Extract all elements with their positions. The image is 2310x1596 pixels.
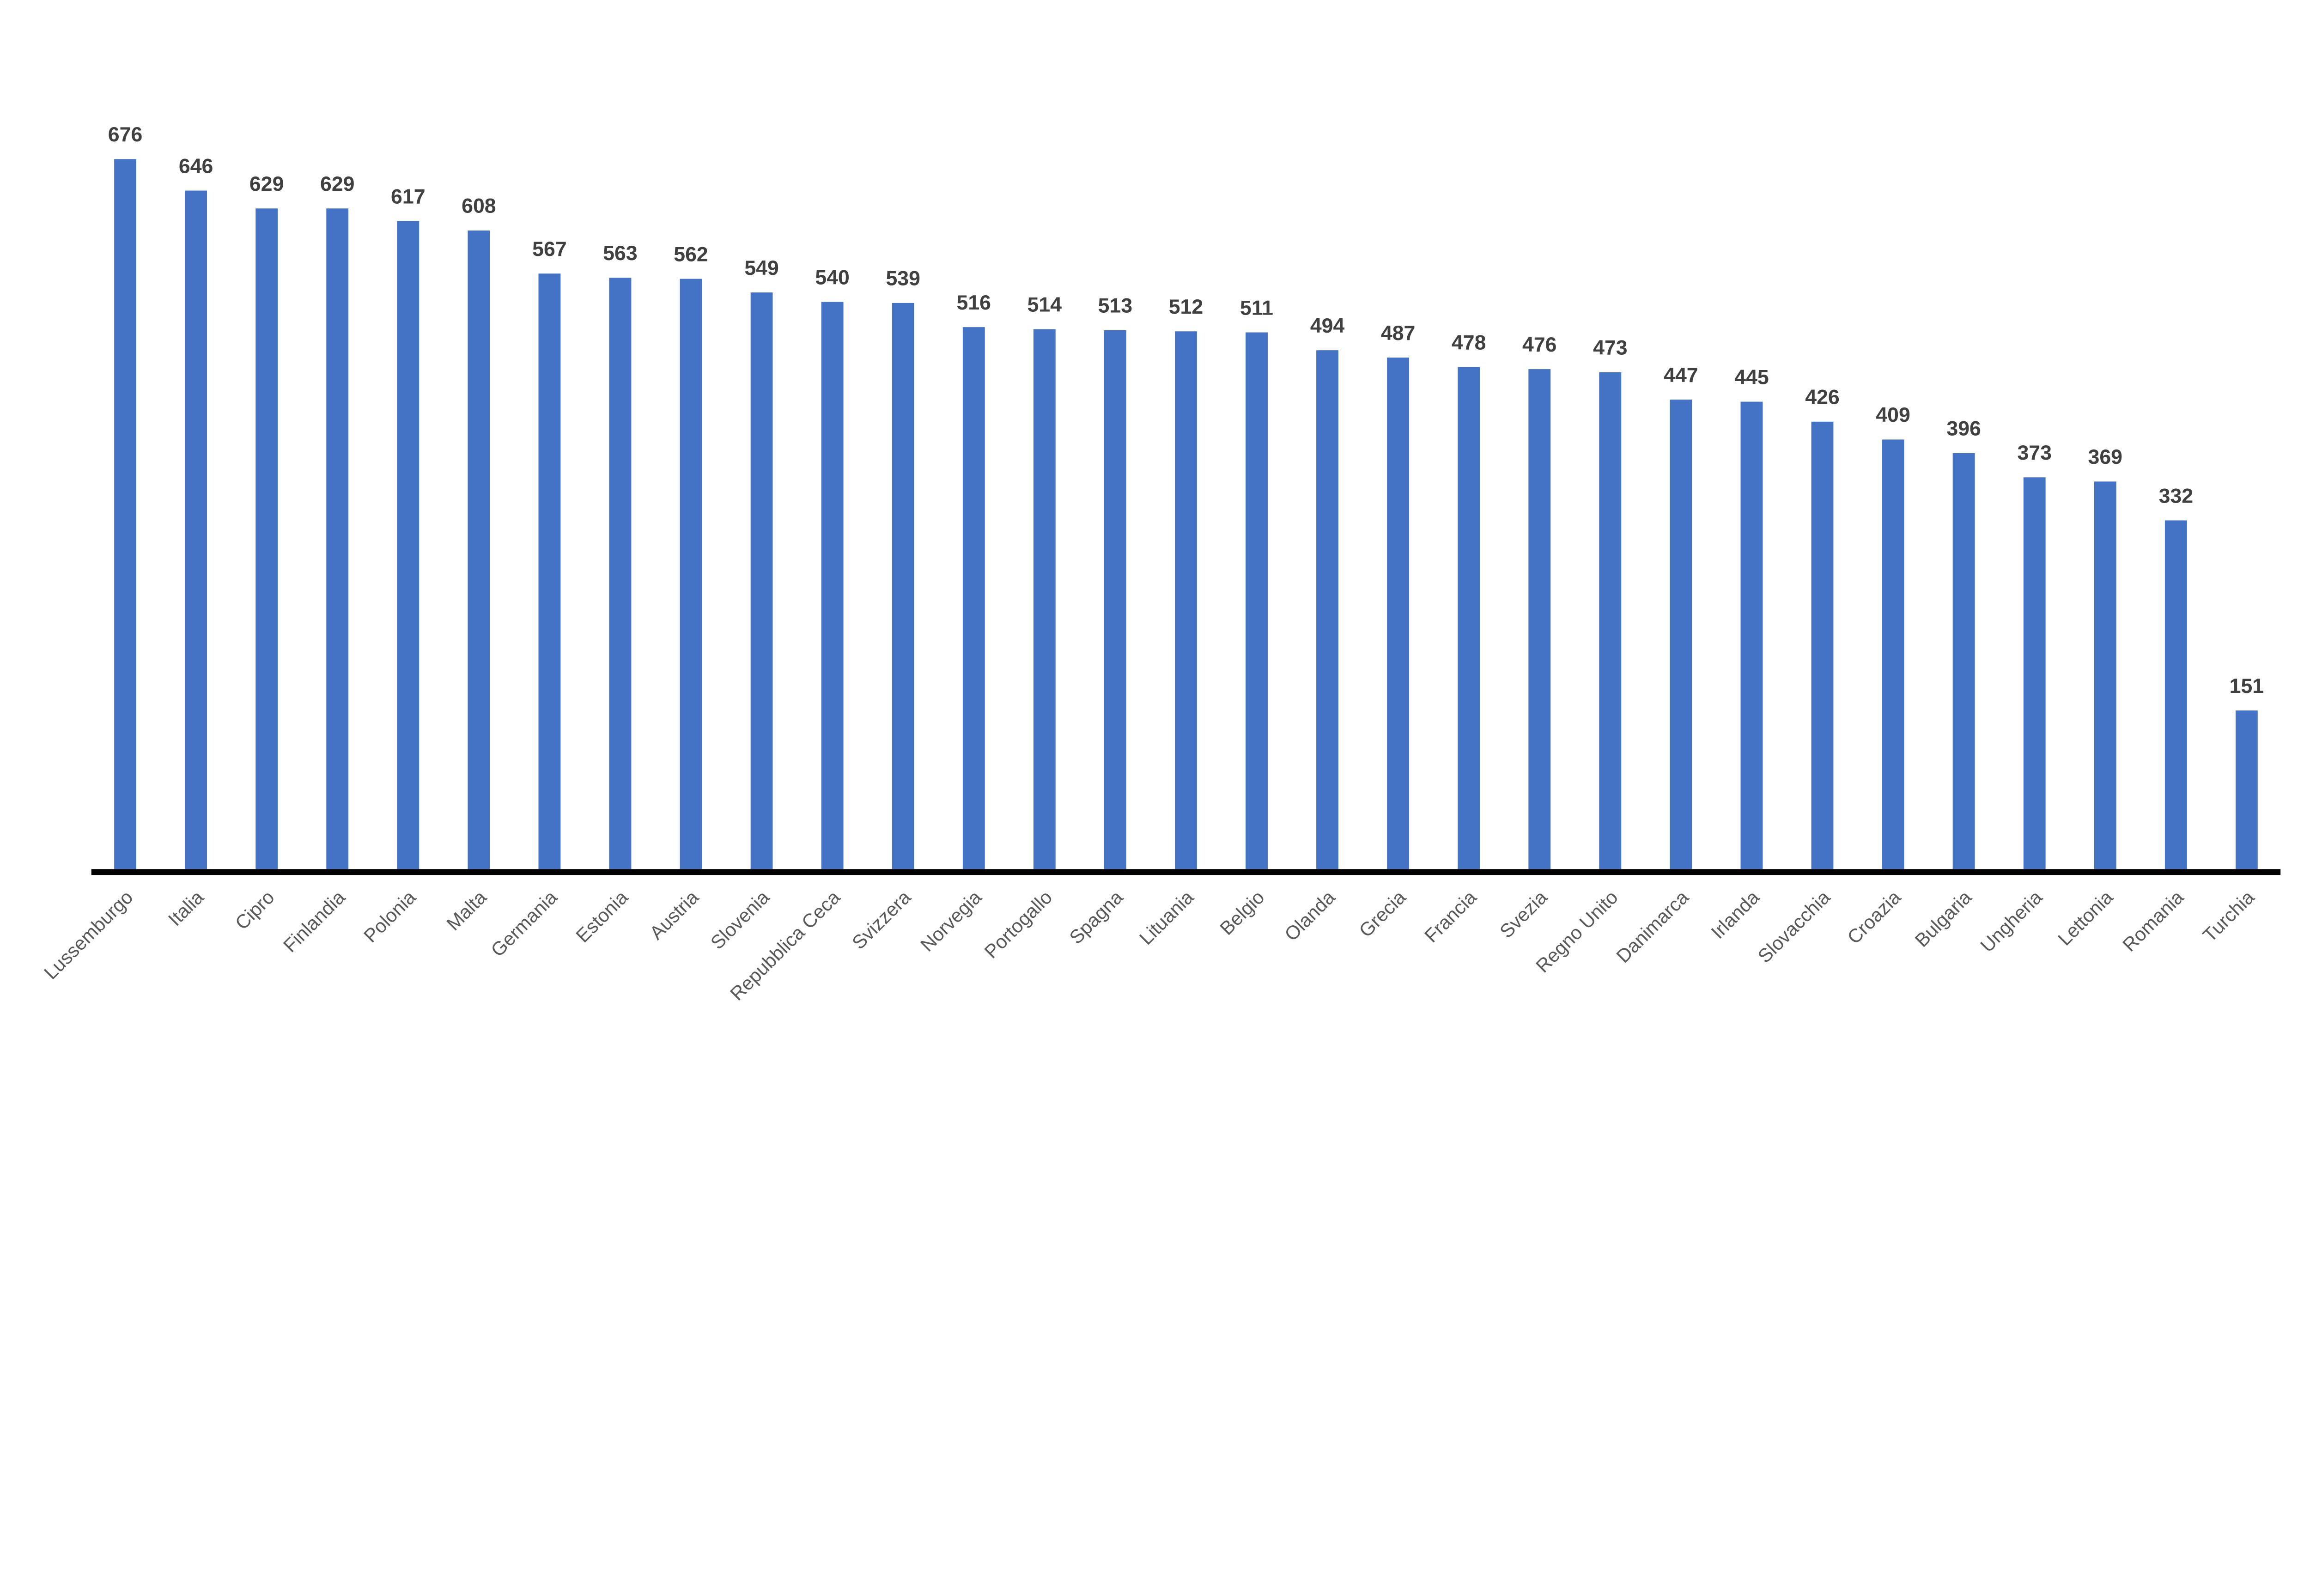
category-label: Austria (645, 886, 703, 944)
data-label: 512 (1169, 296, 1203, 318)
bar (1811, 421, 1834, 869)
data-label: 426 (1805, 386, 1839, 409)
category-label: Polonia (359, 886, 420, 947)
category-label: Slovacchia (1753, 886, 1835, 967)
data-label: 629 (320, 173, 354, 195)
bar (114, 159, 136, 869)
bar (1316, 350, 1339, 869)
bar (255, 208, 278, 869)
category-label: Svezia (1495, 886, 1552, 942)
data-label: 373 (2017, 442, 2051, 464)
data-label: 511 (1240, 297, 1273, 319)
data-label: 617 (391, 185, 425, 208)
data-label: 549 (744, 257, 778, 279)
data-label: 332 (2159, 485, 2193, 507)
bar (680, 279, 702, 869)
category-label: Ungheria (1976, 886, 2047, 957)
data-label: 494 (1310, 315, 1345, 337)
category-label: Estonia (571, 886, 632, 947)
data-label: 151 (2230, 675, 2264, 698)
category-label: Italia (164, 886, 208, 930)
bar (1246, 332, 1268, 869)
data-label: 445 (1734, 366, 1769, 388)
data-label: 476 (1522, 334, 1556, 356)
data-label: 540 (815, 266, 849, 289)
bar (1952, 453, 1975, 869)
category-label: Lussemburgo (40, 886, 137, 983)
bar (1104, 330, 1126, 869)
bar (2094, 481, 2116, 869)
category-label: Danimarca (1612, 886, 1693, 967)
bar (1033, 329, 1056, 869)
data-label: 396 (1946, 418, 1981, 440)
bar-chart: 676 646 629 629 617 608 567 563 562 549 540 539 516 5… (40, 123, 2281, 1005)
category-label: Norvegia (916, 886, 986, 956)
bars (114, 159, 2258, 869)
bar (2235, 710, 2258, 869)
bar (1528, 369, 1551, 869)
category-label: Belgio (1216, 886, 1269, 939)
data-label: 473 (1593, 337, 1627, 359)
bar (609, 278, 632, 869)
bar (538, 273, 561, 869)
data-label: 567 (532, 238, 566, 261)
category-label: Grecia (1355, 886, 1410, 941)
bar (1740, 401, 1763, 869)
data-label: 608 (462, 195, 496, 218)
data-labels: 676 646 629 629 617 608 567 563 562 549 540 539 516 5… (108, 123, 2264, 698)
data-label: 539 (886, 267, 920, 290)
data-label: 563 (603, 242, 637, 265)
data-label: 478 (1452, 331, 1486, 354)
category-label: Olanda (1280, 886, 1339, 945)
data-label: 562 (674, 243, 708, 266)
bar (2023, 477, 2046, 869)
bar (821, 302, 844, 869)
category-labels: Lussemburgo Italia Cipro Finlandia Polonia Ma… (40, 886, 2259, 1005)
data-label: 409 (1876, 404, 1910, 426)
bar (1175, 331, 1197, 869)
category-label: Malta (442, 886, 491, 935)
data-label: 629 (249, 173, 284, 195)
category-label: Finlandia (279, 886, 350, 957)
bar (468, 230, 490, 869)
bar (750, 292, 773, 869)
data-label: 513 (1098, 295, 1132, 317)
data-label: 514 (1027, 293, 1062, 316)
data-label: 676 (108, 123, 142, 146)
bar (1458, 367, 1480, 869)
bar (2164, 520, 2187, 869)
category-label: Romania (2118, 886, 2188, 956)
data-label: 516 (957, 291, 991, 314)
bar (326, 208, 349, 869)
category-label: Bulgaria (1910, 886, 1976, 951)
category-label: Croazia (1843, 886, 1905, 948)
data-label: 369 (2088, 446, 2122, 468)
category-label: Spagna (1065, 886, 1127, 948)
category-label: Lettonia (2054, 886, 2117, 950)
category-label: Slovenia (706, 886, 773, 953)
category-label: Portogallo (980, 886, 1056, 962)
bar (1882, 439, 1904, 869)
bar (1670, 400, 1692, 869)
category-label: Irlanda (1707, 886, 1763, 943)
category-label: Turchia (2199, 886, 2259, 947)
category-label: Francia (1420, 886, 1481, 947)
bar (1599, 372, 1622, 869)
category-label: Svizzera (848, 886, 915, 953)
category-label: Cipro (231, 886, 278, 934)
category-label: Germania (486, 886, 562, 961)
bar (1387, 358, 1410, 869)
bar (397, 221, 419, 869)
category-label: Lituania (1135, 886, 1198, 949)
bar (185, 190, 207, 869)
data-label: 447 (1664, 364, 1698, 387)
bar (892, 303, 914, 869)
data-label: 646 (179, 155, 213, 177)
bar (962, 327, 985, 869)
data-label: 487 (1381, 322, 1415, 345)
